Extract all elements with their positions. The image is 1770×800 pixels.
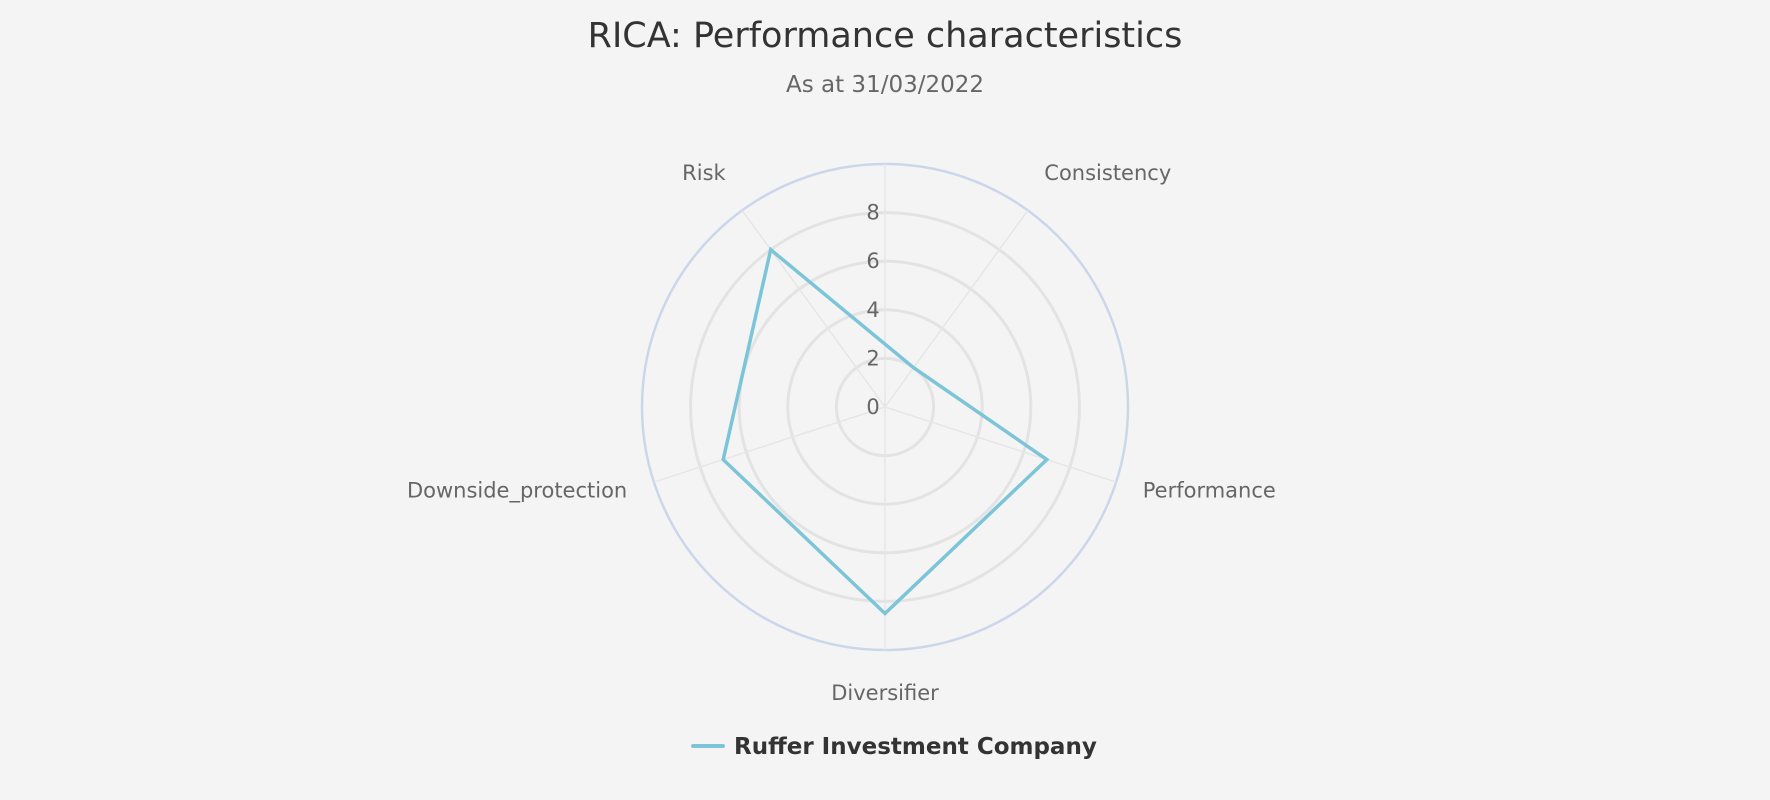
radial-ticks: 0 2 4 6 8 xyxy=(866,201,879,419)
chart-subtitle: As at 31/03/2022 xyxy=(786,72,984,98)
grid-spoke xyxy=(741,209,886,408)
category-label: Performance xyxy=(1143,479,1276,503)
grid-spoke xyxy=(884,209,1029,408)
category-label: Consistency xyxy=(1044,161,1171,185)
grid-spoke xyxy=(653,406,886,483)
radial-tick-label: 2 xyxy=(866,346,879,370)
legend[interactable]: Ruffer Investment Company xyxy=(691,734,1097,760)
series-layer xyxy=(721,246,1050,616)
radial-tick-label: 6 xyxy=(866,249,879,273)
category-label: Downside_protection xyxy=(407,479,627,504)
category-label: Risk xyxy=(682,161,726,185)
radial-tick-label: 8 xyxy=(866,201,879,225)
radial-tick-label: 0 xyxy=(866,395,879,419)
series-line xyxy=(721,246,1050,616)
category-labels: Consistency Performance Diversifier Downsid… xyxy=(407,161,1276,705)
chart-title: RICA: Performance characteristics xyxy=(588,16,1183,56)
grid-spoke xyxy=(884,406,1117,483)
category-label: Diversifier xyxy=(831,681,939,705)
radar-grid xyxy=(640,162,1130,652)
radial-tick-label: 4 xyxy=(866,298,879,322)
legend-item-label[interactable]: Ruffer Investment Company xyxy=(734,734,1097,760)
